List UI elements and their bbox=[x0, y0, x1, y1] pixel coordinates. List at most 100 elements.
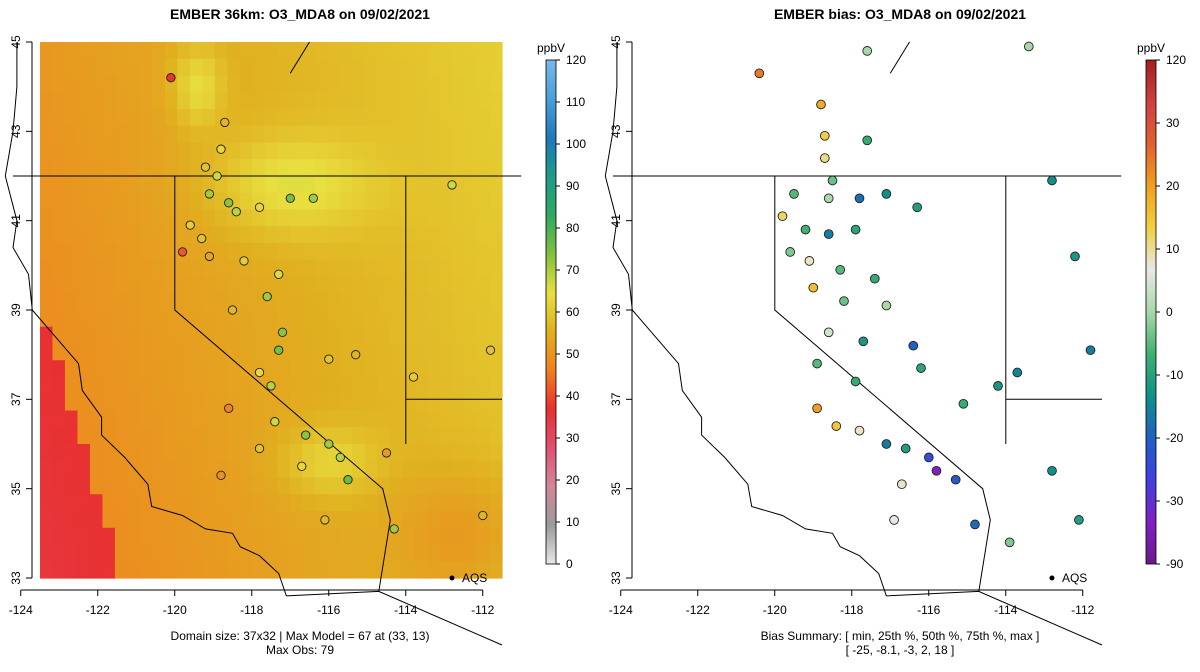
model-grid-cell bbox=[364, 75, 378, 93]
model-grid-cell bbox=[339, 159, 353, 177]
model-grid-cell bbox=[64, 544, 79, 562]
bias-station bbox=[1004, 537, 1015, 548]
model-grid-cell bbox=[489, 477, 503, 495]
obs-station bbox=[285, 193, 295, 203]
model-grid-cell bbox=[464, 494, 478, 512]
model-grid-cell bbox=[277, 544, 291, 562]
model-grid-cell bbox=[189, 527, 203, 546]
model-grid-cell bbox=[302, 209, 316, 227]
model-grid-cell bbox=[152, 377, 166, 395]
model-grid-cell bbox=[489, 42, 503, 60]
model-grid-cell bbox=[352, 444, 366, 462]
model-grid-cell bbox=[414, 192, 428, 211]
model-grid-cell bbox=[339, 293, 353, 311]
model-grid-cell bbox=[402, 159, 416, 177]
model-grid-cell bbox=[314, 259, 328, 278]
model-grid-cell bbox=[152, 326, 166, 345]
model-grid-cell bbox=[77, 159, 91, 177]
bias-station bbox=[881, 189, 892, 199]
model-grid-cell bbox=[402, 75, 416, 93]
model-grid-cell bbox=[214, 226, 228, 244]
model-grid-cell bbox=[214, 326, 228, 345]
model-grid-cell bbox=[239, 527, 253, 546]
bias-station bbox=[854, 425, 865, 436]
model-grid-cell bbox=[414, 176, 428, 194]
model-grid-cell bbox=[352, 511, 366, 529]
obs-station bbox=[447, 180, 457, 190]
model-grid-cell bbox=[139, 142, 153, 160]
model-grid-cell bbox=[139, 209, 153, 227]
model-grid-cell bbox=[389, 276, 403, 294]
model-grid-cell bbox=[452, 192, 466, 211]
model-grid-cell bbox=[277, 460, 291, 479]
model-grid-cell bbox=[389, 410, 403, 428]
model-grid-cell bbox=[52, 326, 66, 345]
bias-station bbox=[808, 282, 819, 293]
model-grid-cell bbox=[214, 561, 228, 579]
model-grid-cell bbox=[377, 276, 391, 294]
model-grid-cell bbox=[389, 477, 403, 495]
model-grid-cell bbox=[352, 42, 366, 60]
model-grid-cell bbox=[439, 92, 453, 110]
right-colorbar-label: 30 bbox=[1166, 116, 1180, 130]
model-grid-cell bbox=[177, 511, 191, 529]
obs-station bbox=[224, 198, 234, 208]
model-grid-cell bbox=[40, 477, 54, 495]
right-state-border bbox=[774, 176, 991, 592]
model-grid-cell bbox=[464, 293, 478, 311]
model-grid-cell bbox=[489, 259, 503, 278]
model-grid-cell bbox=[252, 511, 266, 529]
model-grid-cell bbox=[239, 75, 253, 93]
model-grid-cell bbox=[352, 226, 366, 244]
model-grid-cell bbox=[164, 42, 178, 60]
model-grid-cell bbox=[327, 75, 341, 93]
model-grid-cell bbox=[127, 243, 141, 261]
model-grid-cell bbox=[389, 259, 403, 278]
model-grid-cell bbox=[389, 42, 403, 60]
model-grid-cell bbox=[202, 293, 216, 311]
model-grid-cell bbox=[464, 444, 478, 462]
model-grid-cell bbox=[164, 209, 178, 227]
model-grid-cell bbox=[339, 142, 353, 160]
model-grid-cell bbox=[377, 226, 391, 244]
obs-station bbox=[254, 202, 265, 212]
bias-station bbox=[950, 474, 961, 485]
model-grid-cell bbox=[439, 259, 453, 278]
model-grid-cell bbox=[364, 360, 378, 378]
model-grid-cell bbox=[52, 75, 66, 93]
left-ytick-label: 37 bbox=[9, 392, 23, 406]
model-grid-cell bbox=[427, 360, 441, 378]
right-colorbar-unit: ppbV bbox=[1137, 41, 1165, 55]
model-grid-cell bbox=[264, 42, 278, 60]
model-grid-cell bbox=[102, 544, 116, 562]
model-grid-cell bbox=[127, 293, 141, 311]
model-grid-cell bbox=[139, 460, 153, 479]
model-grid-cell bbox=[439, 109, 453, 127]
model-grid-cell bbox=[452, 42, 466, 60]
model-grid-cell bbox=[52, 494, 66, 512]
model-grid-cell bbox=[464, 159, 478, 177]
obs-station bbox=[262, 291, 272, 302]
model-grid-cell bbox=[377, 42, 391, 60]
model-grid-cell bbox=[252, 410, 266, 428]
model-grid-cell bbox=[77, 109, 91, 127]
obs-station bbox=[177, 247, 188, 257]
obs-station bbox=[335, 452, 345, 463]
model-grid-cell bbox=[239, 92, 253, 110]
model-grid-cell bbox=[402, 561, 416, 579]
model-grid-cell bbox=[152, 393, 166, 412]
model-grid-cell bbox=[377, 176, 391, 194]
model-grid-cell bbox=[439, 192, 453, 211]
model-grid-cell bbox=[264, 477, 278, 495]
model-grid-cell bbox=[452, 343, 466, 361]
model-grid-cell bbox=[214, 42, 228, 60]
model-grid-cell bbox=[214, 125, 228, 144]
model-grid-cell bbox=[439, 293, 453, 311]
model-grid-cell bbox=[427, 494, 441, 512]
model-grid-cell bbox=[139, 343, 153, 361]
model-grid-cell bbox=[489, 192, 503, 211]
model-grid-cell bbox=[227, 460, 241, 479]
left-colorbar-label: 120 bbox=[566, 53, 586, 67]
model-grid-cell bbox=[327, 511, 341, 529]
model-grid-cell bbox=[377, 460, 391, 479]
